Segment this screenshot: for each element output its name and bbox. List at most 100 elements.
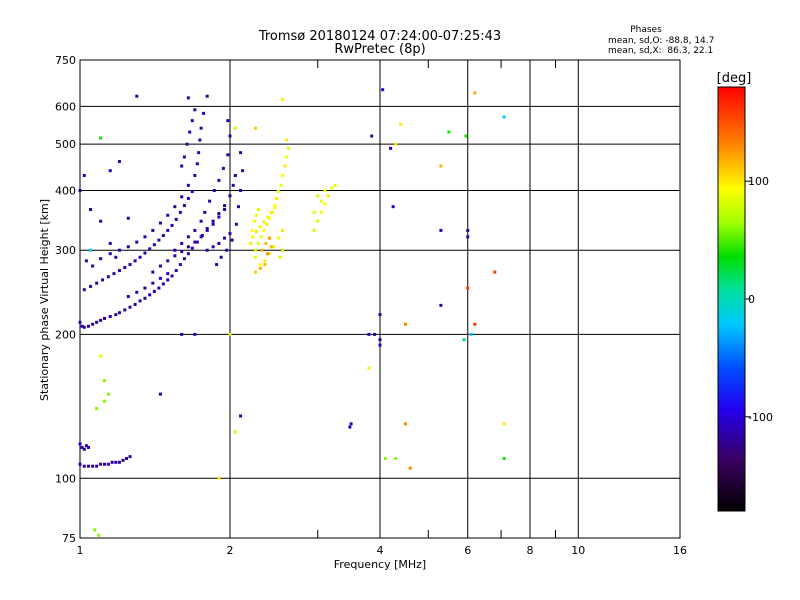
data-point [281,228,285,232]
data-point [254,230,258,234]
data-point [148,293,152,297]
data-point [203,210,207,214]
data-point [211,219,215,223]
data-point [381,88,385,92]
data-point [78,188,82,192]
data-point [473,91,477,95]
data-point [205,228,209,232]
x-axis-label: Frequency [MHz] [334,558,426,571]
data-point [272,245,276,249]
data-point [373,332,377,336]
data-point [469,332,473,336]
colorbar-label: [deg] [717,71,752,86]
data-point [253,270,257,274]
data-point [138,255,142,259]
data-point [279,183,283,187]
data-point [403,422,407,426]
data-point [133,259,137,263]
data-point [86,464,90,468]
data-point [101,278,105,282]
data-point [283,164,287,168]
data-point [84,444,88,448]
data-point [82,464,86,468]
x-tick-label: 4 [377,544,384,557]
data-point [225,248,229,252]
data-point [253,219,257,223]
data-point [281,173,285,177]
data-point [128,455,132,459]
data-point [128,263,132,267]
data-point [143,286,147,290]
data-point [91,464,95,468]
data-point [193,108,197,112]
data-point [330,186,334,190]
x-tick-label: 2 [227,544,234,557]
data-point [202,111,206,115]
data-point [78,442,82,446]
data-point [148,247,152,251]
data-point [263,263,267,267]
colorbar-tick-label: 100 [748,175,769,188]
data-point [95,406,99,410]
colorbar-gradient [717,86,746,512]
data-point [391,205,395,209]
data-point [125,456,129,460]
data-point [439,303,443,307]
data-point [502,422,506,426]
x-tick-label: 10 [571,544,585,557]
data-point [89,284,93,288]
colorbar-tick-label: -100 [748,411,773,424]
data-point [236,205,240,209]
phase-stats-x: mean, sd,X: 86.3, 22.1 [608,46,713,56]
data-point [86,445,90,449]
data-point [133,302,137,306]
data-point [493,270,497,274]
data-point [91,264,95,268]
data-point [253,126,257,130]
data-point [267,252,271,256]
x-axis-ticks: 1 2 4 6 8 10 16 [77,60,687,557]
y-tick-label: 400 [55,184,76,197]
data-point [174,269,178,273]
data-point [462,338,466,342]
data-point [158,221,162,225]
data-point [256,208,260,212]
data-point [276,236,280,240]
phase-stats-heading: Phases [630,25,662,35]
y-axis-ticks: 75 100 200 300 400 500 600 750 [55,54,76,545]
data-point [135,94,139,98]
data-point [180,332,184,336]
data-point [256,241,260,245]
data-point [323,188,327,192]
data-point [195,162,199,166]
data-point [502,456,506,460]
data-point [278,255,282,259]
y-tick-label: 600 [55,100,76,113]
data-point [78,320,82,324]
data-point [182,204,186,208]
data-point [106,392,110,396]
data-point [198,138,202,142]
data-point [378,313,382,317]
data-point [267,216,271,220]
data-point [273,204,277,208]
data-point [89,208,93,212]
data-point [394,142,398,146]
data-point [276,190,280,194]
y-tick-label: 500 [55,138,76,151]
data-point [180,195,184,199]
data-point [323,202,327,206]
data-point [91,322,95,326]
data-point [263,259,267,263]
data-point [170,223,174,227]
data-point [312,228,316,232]
data-point [199,126,203,130]
data-point [217,212,221,216]
data-point [166,213,170,217]
data-point [151,270,155,274]
data-point [199,219,203,223]
data-point [166,278,170,282]
data-point [126,295,130,299]
data-points [78,88,506,537]
